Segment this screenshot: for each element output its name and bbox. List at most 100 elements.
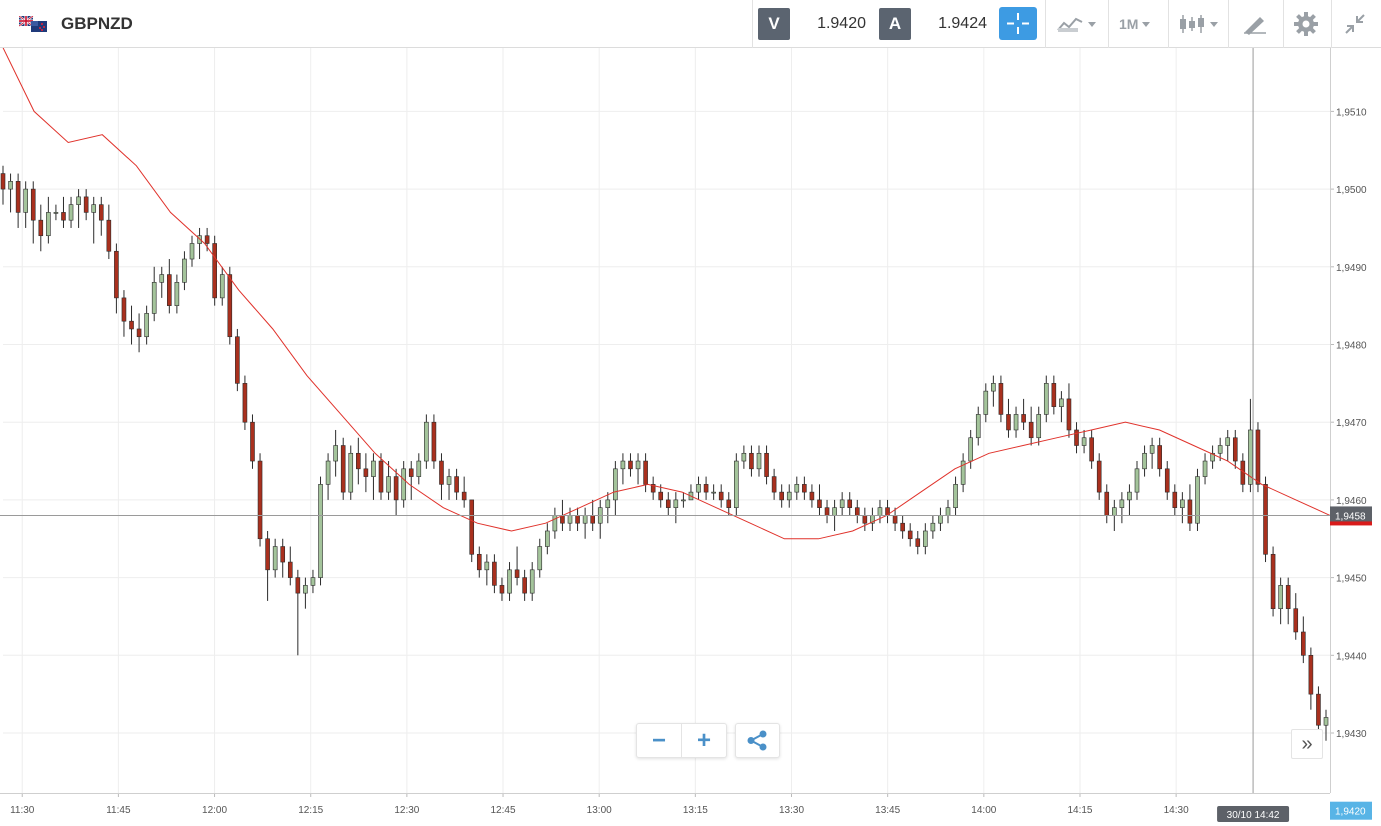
candle	[794, 476, 800, 500]
collapse-button[interactable]	[1342, 12, 1368, 36]
candle-body-up	[1036, 414, 1042, 439]
candle	[0, 165, 6, 205]
crosshair-icon	[1007, 13, 1029, 34]
bid-price-tag	[1330, 801, 1372, 820]
candle-body-down	[469, 499, 475, 555]
y-tick-label: 1,9470	[1336, 418, 1367, 429]
x-axis: 11:30 11:45 12:00 12:15 12:30 12:45 13:00 13:15…	[0, 793, 1330, 816]
candle	[620, 453, 626, 485]
candle	[1059, 391, 1064, 423]
candle-body-down	[499, 585, 505, 594]
candle-body-down	[461, 491, 467, 501]
candle-body-up	[1134, 468, 1140, 493]
candle	[1301, 616, 1306, 664]
candle	[968, 429, 973, 469]
candle-body-up	[325, 460, 331, 485]
current-price-tag	[1330, 506, 1372, 525]
candle-body-up	[272, 546, 278, 571]
candle-body-down	[1096, 460, 1102, 493]
candles	[0, 165, 1329, 741]
candle	[734, 453, 739, 516]
scroll-to-end-button[interactable]: »	[1291, 729, 1323, 759]
candle-body-up	[1278, 585, 1283, 609]
candle	[136, 313, 142, 353]
y-tick-label: 1,9460	[1336, 496, 1367, 507]
candle	[363, 453, 369, 493]
candle	[1096, 453, 1102, 500]
candle	[817, 484, 822, 516]
candle-body-up	[1059, 398, 1064, 407]
crosshair-button[interactable]	[999, 7, 1037, 40]
candle	[371, 453, 376, 500]
candle	[439, 453, 444, 500]
candle-body-up	[318, 484, 323, 578]
candle-body-up	[507, 569, 512, 594]
candle	[318, 476, 323, 586]
candle	[416, 453, 422, 485]
candle-body-down	[242, 383, 248, 423]
candle-body-down	[1051, 383, 1057, 407]
candle-body-up	[189, 243, 195, 260]
candle	[431, 414, 437, 469]
candle-body-down	[167, 274, 172, 306]
candle-body-down	[340, 445, 346, 493]
candle	[613, 461, 618, 516]
candle	[325, 453, 331, 500]
candle-body-down	[514, 569, 520, 578]
candle	[280, 538, 286, 578]
candle-body-down	[431, 421, 437, 462]
current-price-marker	[1330, 521, 1372, 526]
candle-body-down	[1187, 499, 1193, 524]
share-button[interactable]	[735, 723, 780, 758]
candle	[522, 569, 527, 601]
chart-type-button[interactable]	[1056, 12, 1096, 36]
candle-body-down	[892, 515, 898, 524]
zoom-in-button[interactable]: +	[696, 726, 711, 754]
candle-body-up	[983, 390, 989, 415]
candle-body-up	[1225, 437, 1231, 446]
candle-body-down	[764, 452, 769, 477]
candle	[1036, 406, 1042, 446]
price-chart[interactable]: 11:30 11:45 12:00 12:15 12:30 12:45 13:00 13:15…	[0, 48, 1381, 826]
x-tick-label: 14:00	[971, 805, 996, 816]
settings-button[interactable]	[1293, 12, 1319, 36]
candle-body-up	[484, 561, 490, 571]
candle	[998, 375, 1004, 423]
candle-body-up	[53, 212, 59, 214]
candle	[1263, 476, 1268, 563]
candle-body-down	[454, 476, 459, 493]
gear-icon	[1294, 12, 1318, 36]
candle-body-down	[771, 476, 777, 493]
y-tick-label: 1,9500	[1336, 185, 1367, 196]
candle	[129, 305, 134, 345]
candle-body-down	[1089, 437, 1094, 462]
candle-body-up	[756, 452, 762, 470]
x-tick-label: 13:00	[587, 805, 612, 816]
candle-body-up	[567, 515, 573, 524]
candle	[1013, 406, 1019, 438]
moving-average-line	[2, 48, 1331, 540]
candle-body-down	[718, 491, 724, 501]
candle-body-up	[91, 204, 97, 213]
toolbar-divider	[1331, 0, 1332, 48]
candle-style-button[interactable]	[1178, 12, 1218, 36]
price-tags: 1,9458 1,9420	[1330, 506, 1372, 820]
candle	[673, 492, 679, 524]
timeframe-button[interactable]: 1M	[1119, 12, 1151, 36]
candle	[1323, 709, 1329, 741]
candle	[499, 577, 505, 601]
bid-price-box[interactable]: V 1.9420	[758, 6, 872, 42]
draw-tools-button[interactable]	[1242, 12, 1268, 36]
candle-body-down	[749, 452, 754, 470]
candle	[1127, 484, 1132, 516]
candle-body-up	[673, 499, 679, 508]
candle-body-up	[620, 460, 626, 470]
candle-body-down	[1157, 445, 1162, 470]
zoom-out-button[interactable]: −	[651, 726, 666, 754]
candlestick-icon	[1180, 15, 1204, 33]
ask-price-box[interactable]: A 1.9424	[879, 6, 993, 42]
candle-body-down	[212, 243, 217, 299]
candle-body-up	[1112, 507, 1117, 516]
candle-body-down	[265, 538, 270, 571]
candle-body-down	[129, 320, 134, 330]
